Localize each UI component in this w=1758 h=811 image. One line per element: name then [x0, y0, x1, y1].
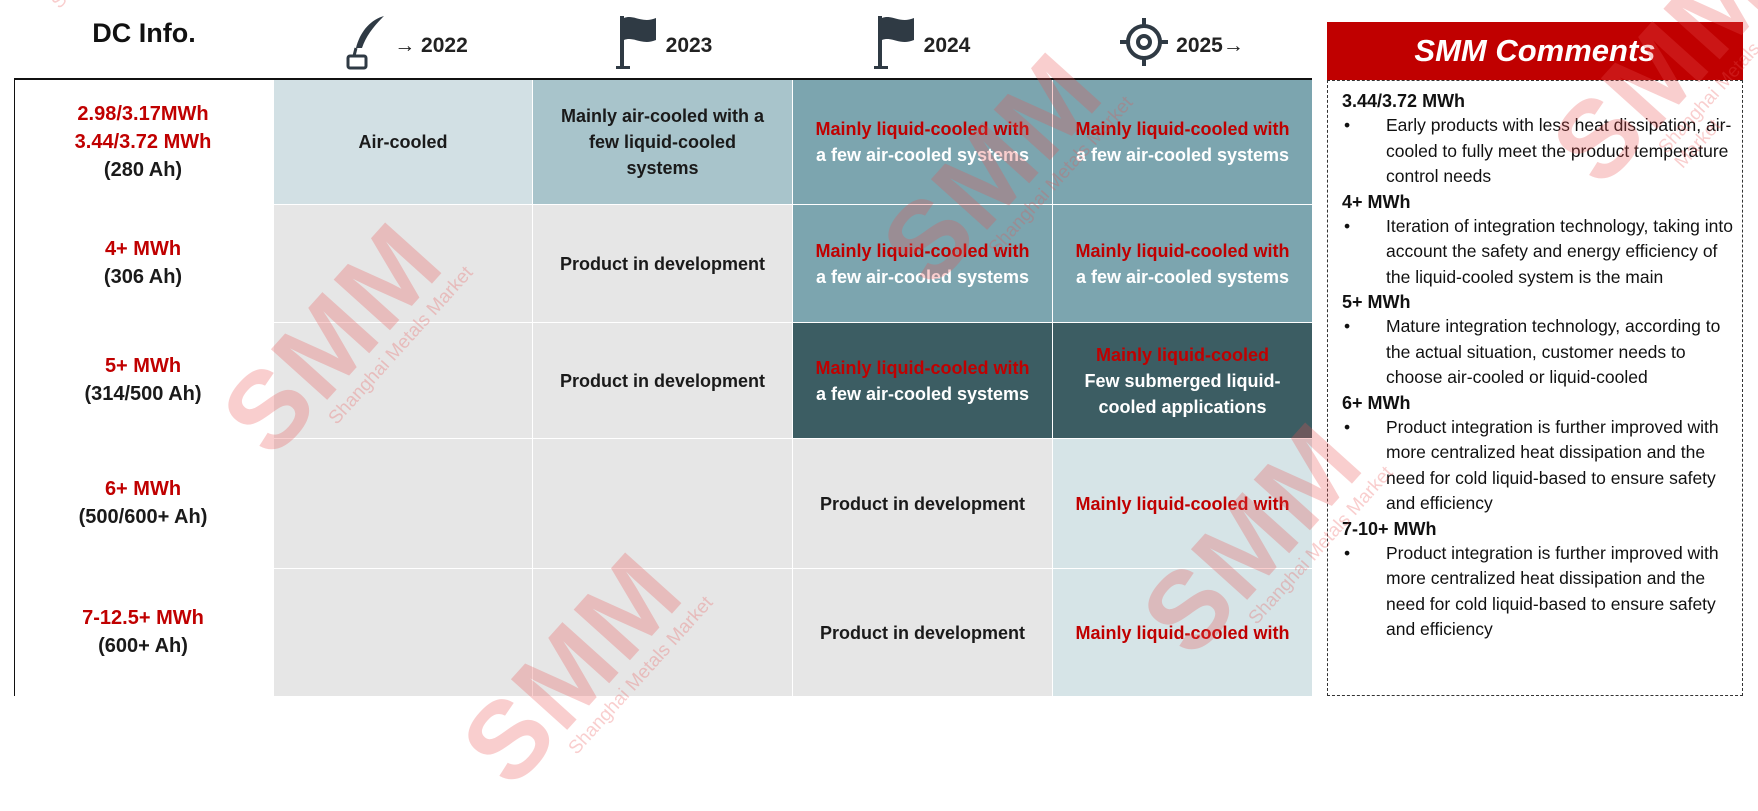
status-cell-r3-2025: Mainly liquid-cooled Few submerged liqui…: [1053, 323, 1312, 438]
year-header-2024: 2024: [792, 8, 1052, 70]
comment-bullet-item: • Iteration of integration technology, ta…: [1344, 215, 1733, 287]
dc-info-header: DC Info.: [92, 18, 196, 48]
header-divider: [14, 78, 1312, 80]
smm-comments-header: SMM Comments: [1327, 22, 1743, 80]
status-cell-r5-2025: Mainly liquid-cooled with: [1053, 569, 1312, 696]
comment-section: 7-10+ MWh • Product integration is furthe…: [1342, 517, 1736, 643]
flag-icon: [873, 16, 914, 69]
year-label: 2023: [665, 34, 713, 57]
smm-comments-panel: 3.44/3.72 MWh • Early products with less …: [1327, 80, 1743, 696]
dc-info-row-5: 7-12.5+ MWh (600+ Ah): [14, 568, 272, 696]
status-cell-r2-2023: Product in development: [533, 205, 792, 322]
cell-ah-label: (600+ Ah): [98, 635, 188, 657]
capacity-label: 7-12.5+ MWh: [82, 607, 204, 629]
capacity-label: 6+ MWh: [104, 478, 182, 500]
cell-ah-label: (280 Ah): [103, 159, 183, 181]
target-icon: [1120, 18, 1169, 66]
status-cell-r4-2025: Mainly liquid-cooled with: [1053, 439, 1312, 568]
dc-info-row-2: 4+ MWh (306 Ah): [14, 204, 272, 322]
capacity-label: 3.44/3.72 MWh: [74, 131, 212, 153]
capacity-label: 2.98/3.17MWh: [77, 103, 209, 125]
year-header-2023: 2023: [536, 8, 792, 70]
status-cell-r4-2024: Product in development: [793, 439, 1052, 568]
year-header-2025: 2025→: [1052, 8, 1310, 70]
year-label: 2025→: [1176, 34, 1244, 57]
status-cell-r3-2024: Mainly liquid-cooled with a few air-cool…: [793, 323, 1052, 438]
comment-heading: 4+ MWh: [1342, 191, 1411, 212]
cell-ah-label: (314/500 Ah): [84, 383, 202, 405]
comment-bullet-item: • Early products with less heat dissipati…: [1344, 115, 1732, 186]
status-cell-r5-2023: [533, 569, 792, 696]
year-label: → 2022: [394, 34, 468, 57]
bullet-icon: •: [1344, 115, 1351, 135]
quill-pen-icon: [346, 16, 385, 70]
comment-heading: 7-10+ MWh: [1342, 518, 1437, 539]
cell-ah-label: (500/600+ Ah): [78, 506, 208, 528]
comment-section: 5+ MWh • Mature integration technology, a…: [1342, 290, 1736, 391]
status-cell-r5-2024: Product in development: [793, 569, 1052, 696]
status-cell-r2-2024: Mainly liquid-cooled with a few air-cool…: [793, 205, 1052, 322]
status-cell-r1-2024: Mainly liquid-cooled with a few air-cool…: [793, 80, 1052, 204]
dc-info-row-1: 2.98/3.17MWh 3.44/3.72 MWh (280 Ah): [14, 80, 272, 204]
bullet-icon: •: [1344, 316, 1351, 336]
cell-ah-label: (306 Ah): [103, 266, 183, 288]
bullet-icon: •: [1344, 416, 1351, 437]
comment-bullet-item: • Product integration is further improved…: [1344, 542, 1719, 640]
status-cell-r3-2023: Product in development: [533, 323, 792, 438]
comment-bullet-item: • Product integration is further improved…: [1344, 416, 1719, 514]
capacity-label: 5+ MWh: [104, 355, 182, 377]
comment-heading: 5+ MWh: [1342, 292, 1411, 312]
status-cell-r2-2025: Mainly liquid-cooled with a few air-cool…: [1053, 205, 1312, 322]
status-cell-r5-2022: [274, 569, 532, 696]
table-left-border: [14, 80, 15, 696]
comment-section: 4+ MWh • Iteration of integration technol…: [1342, 190, 1736, 291]
status-cell-r1-2022: Air-cooled: [274, 80, 532, 204]
comment-bullet-item: • Mature integration technology, accordin…: [1344, 316, 1721, 387]
dc-info-row-3: 5+ MWh (314/500 Ah): [14, 322, 272, 438]
comment-section: 6+ MWh • Product integration is further i…: [1342, 391, 1736, 517]
flag-icon: [615, 16, 656, 69]
status-cell-r2-2022: [274, 205, 532, 322]
year-label: 2024: [923, 34, 971, 57]
bullet-icon: •: [1344, 542, 1351, 563]
comment-section: 3.44/3.72 MWh • Early products with less …: [1342, 89, 1736, 190]
status-cell-r1-2025: Mainly liquid-cooled with a few air-cool…: [1053, 80, 1312, 204]
bullet-icon: •: [1344, 215, 1351, 236]
comment-heading: 6+ MWh: [1342, 392, 1411, 413]
comment-heading: 3.44/3.72 MWh: [1342, 91, 1466, 111]
dc-info-row-4: 6+ MWh (500/600+ Ah): [14, 438, 272, 568]
status-cell-r3-2022: [274, 323, 532, 438]
year-header-2022: → 2022: [276, 8, 536, 70]
status-cell-r4-2022: [274, 439, 532, 568]
capacity-label: 4+ MWh: [104, 238, 182, 260]
status-cell-r4-2023: [533, 439, 792, 568]
status-cell-r1-2023: Mainly air-cooled with a few liquid-cool…: [533, 80, 792, 204]
